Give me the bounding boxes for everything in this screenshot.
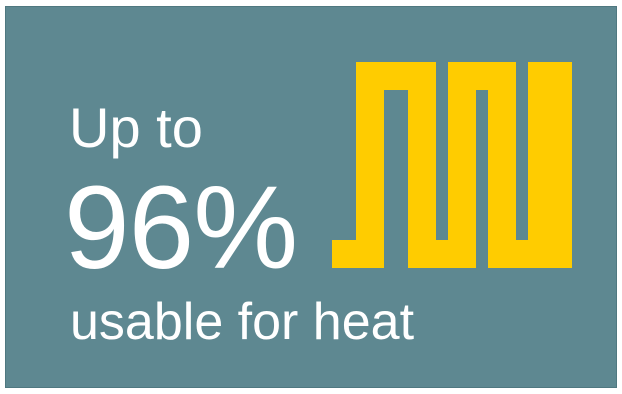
heating-element-icon — [332, 62, 572, 268]
headline-percentage: 96% — [64, 162, 298, 294]
headline-prefix: Up to — [69, 96, 203, 159]
heating-coil-path — [332, 62, 572, 268]
headline-suffix: usable for heat — [70, 293, 415, 351]
info-card: Up to 96% usable for heat — [5, 6, 617, 388]
